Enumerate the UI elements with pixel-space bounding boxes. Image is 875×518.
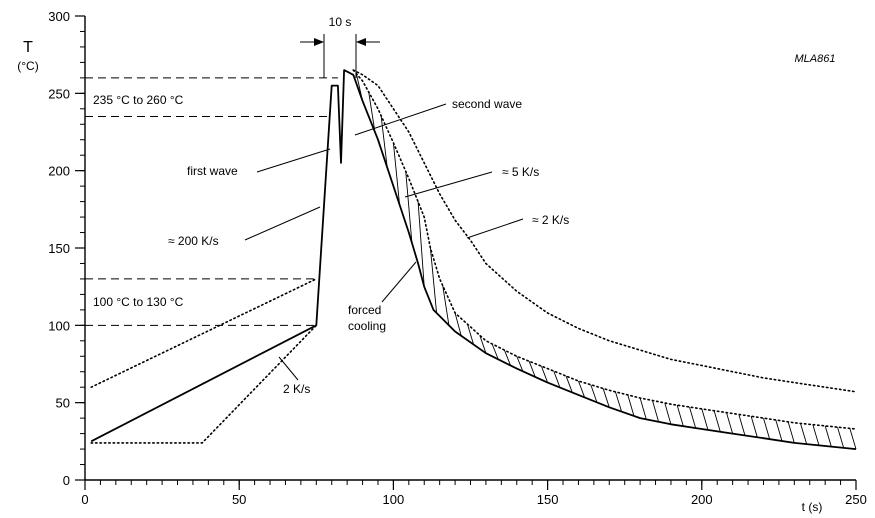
hatch-line (466, 323, 475, 345)
y-axis-unit: (°C) (17, 59, 38, 73)
hatch-line (590, 384, 598, 403)
hatch-line (442, 285, 450, 326)
hatch-line (615, 391, 623, 412)
hatch-line (763, 418, 771, 440)
hatch-line (689, 406, 697, 429)
x-axis-label: t (s) (802, 500, 823, 514)
y-tick-label: 250 (48, 86, 70, 101)
hatch-line (405, 171, 413, 243)
hatch-line (849, 428, 857, 450)
slope-200-label: ≈ 200 K/s (168, 234, 219, 248)
hatch-line (775, 419, 783, 442)
hatch-line (578, 380, 586, 398)
slope-200-leader (244, 206, 321, 241)
forced-cooling-label-1: forced (348, 303, 381, 317)
hatch-line (652, 400, 660, 422)
hatch-line (417, 201, 425, 287)
hatch-line (491, 343, 499, 360)
x-tick-label: 250 (845, 492, 867, 507)
y-tick-label: 200 (48, 164, 70, 179)
hatch-line (738, 414, 746, 436)
hatch-line (392, 142, 401, 205)
hatch-line (726, 412, 734, 434)
ten-second-marker (300, 34, 380, 78)
x-tick-label: 100 (383, 492, 405, 507)
first-wave-leader (256, 148, 331, 173)
slope-2-left-leader (278, 356, 299, 381)
x-axis-ticks: 0 50 100 150 200 250 (81, 480, 867, 507)
second-wave-leader (354, 103, 447, 136)
figure-id: MLA861 (795, 53, 836, 65)
x-tick-label: 0 (81, 492, 88, 507)
hatch-line (664, 402, 672, 425)
forced-cooling-label-2: cooling (348, 319, 386, 333)
preheat-range-label: 100 °C to 130 °C (93, 295, 184, 309)
slope-2-right-label: ≈ 2 K/s (532, 213, 569, 227)
hatch-line (541, 366, 549, 383)
hatch-line (639, 397, 647, 420)
y-tick-label: 150 (48, 241, 70, 256)
annotation-leaders (244, 103, 524, 381)
x-tick-label: 200 (691, 492, 713, 507)
x-tick-label: 50 (232, 492, 246, 507)
hatch-line (676, 405, 684, 427)
hatch-line (750, 416, 758, 438)
peak-range-label: 235 °C to 260 °C (93, 93, 184, 107)
x-tick-label: 150 (537, 492, 559, 507)
slope-2-right-leader (466, 218, 524, 239)
series-dotted-4 (352, 69, 857, 430)
hatch-line (627, 394, 635, 417)
reference-lines (85, 77, 338, 326)
forced-cooling-hatching (355, 73, 857, 450)
first-wave-label: first wave (187, 164, 238, 178)
y-tick-label: 100 (48, 318, 70, 333)
slope-2-left-label: 2 K/s (283, 382, 310, 396)
hatch-line (837, 426, 845, 448)
hatch-line (602, 388, 610, 408)
hatch-line (368, 92, 376, 133)
y-axis-ticks: 0 50 100 150 200 250 300 (48, 9, 85, 488)
hatch-line (516, 356, 524, 372)
series-dotted-3 (352, 69, 857, 393)
hatch-line (479, 335, 487, 354)
minor-ticks (80, 15, 857, 485)
y-tick-label: 0 (63, 473, 70, 488)
series-dotted-2 (90, 324, 318, 444)
hatch-line (553, 370, 561, 388)
hatch-line (454, 312, 462, 336)
hatch-line (824, 425, 832, 447)
hatch-line (701, 408, 709, 431)
hatch-line (812, 424, 820, 446)
forced-cooling-leader (381, 261, 417, 303)
y-tick-label: 50 (56, 396, 70, 411)
hatch-line (565, 375, 573, 393)
slope-5-label: ≈ 5 K/s (502, 165, 539, 179)
series-layer (90, 69, 857, 450)
series-solid-0 (90, 69, 857, 450)
slope-5-leader (404, 171, 493, 198)
ten-second-label: 10 s (329, 15, 352, 29)
hatch-line (787, 421, 795, 444)
series-dotted-1 (90, 278, 318, 389)
hatch-line (504, 349, 512, 366)
hatch-line (713, 410, 721, 432)
hatch-line (429, 247, 438, 314)
hatch-line (380, 115, 388, 168)
hatch-line (800, 423, 808, 445)
hatch-line (528, 361, 536, 378)
y-axis-label: T (23, 39, 33, 56)
y-tick-label: 300 (48, 9, 70, 24)
second-wave-label: second wave (452, 97, 522, 111)
